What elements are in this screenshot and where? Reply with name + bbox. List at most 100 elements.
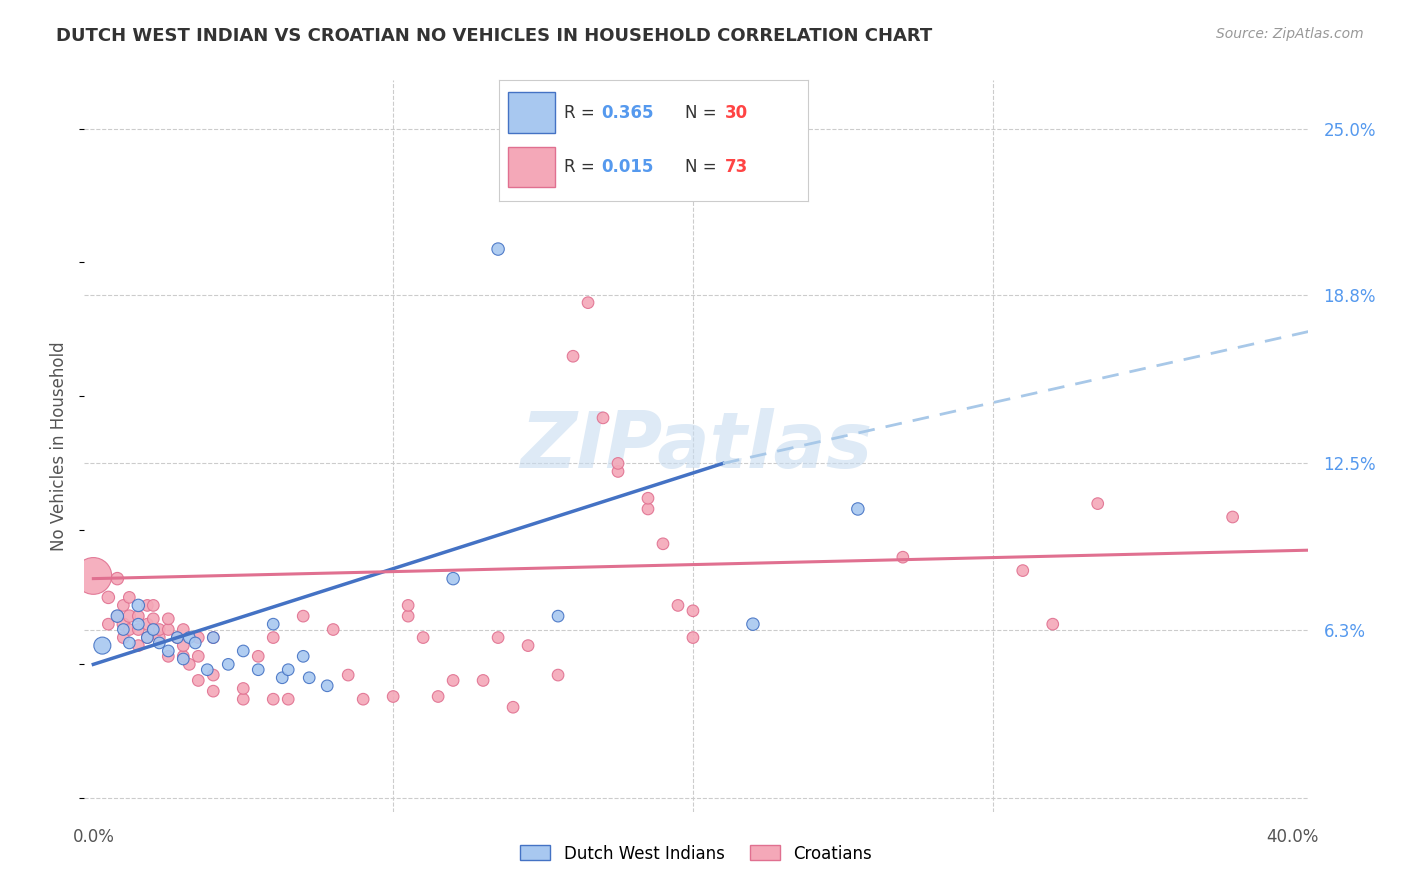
Point — [412, 631, 434, 645]
Point — [179, 631, 201, 645]
Point — [486, 242, 509, 256]
Point — [118, 636, 141, 650]
Text: 73: 73 — [725, 158, 748, 176]
Point — [127, 623, 149, 637]
Point — [502, 700, 524, 714]
Point — [184, 636, 207, 650]
Point — [195, 663, 218, 677]
Point — [202, 684, 225, 698]
Point — [118, 591, 141, 605]
Point — [172, 649, 194, 664]
Point — [142, 599, 165, 613]
Point — [517, 639, 540, 653]
Point — [1042, 617, 1064, 632]
Point — [547, 609, 569, 624]
Point — [112, 599, 135, 613]
Point — [148, 623, 170, 637]
Point — [112, 631, 135, 645]
Point — [247, 649, 270, 664]
Point — [292, 649, 315, 664]
Text: 0.015: 0.015 — [602, 158, 654, 176]
Legend: Dutch West Indians, Croatians: Dutch West Indians, Croatians — [513, 838, 879, 869]
Point — [637, 491, 659, 506]
Point — [187, 631, 209, 645]
Point — [277, 663, 299, 677]
Text: N =: N = — [685, 103, 721, 122]
FancyBboxPatch shape — [509, 93, 555, 133]
Point — [127, 639, 149, 653]
Point — [427, 690, 450, 704]
Point — [105, 609, 128, 624]
Y-axis label: No Vehicles in Household: No Vehicles in Household — [51, 341, 69, 551]
Point — [1011, 564, 1033, 578]
Point — [232, 692, 254, 706]
Point — [105, 572, 128, 586]
Point — [142, 623, 165, 637]
Point — [112, 623, 135, 637]
Point — [547, 668, 569, 682]
Point — [142, 612, 165, 626]
Point — [441, 572, 464, 586]
Point — [148, 636, 170, 650]
Point — [157, 623, 180, 637]
Point — [247, 663, 270, 677]
Point — [82, 569, 104, 583]
Point — [136, 599, 159, 613]
Text: ZIPatlas: ZIPatlas — [520, 408, 872, 484]
Point — [396, 599, 419, 613]
Point — [202, 631, 225, 645]
Point — [298, 671, 321, 685]
Point — [157, 644, 180, 658]
Point — [179, 657, 201, 672]
Point — [262, 631, 284, 645]
Point — [148, 631, 170, 645]
Point — [172, 652, 194, 666]
Text: N =: N = — [685, 158, 721, 176]
Point — [441, 673, 464, 688]
Point — [91, 639, 114, 653]
Point — [136, 631, 159, 645]
Point — [277, 692, 299, 706]
Point — [97, 617, 120, 632]
Point — [166, 631, 188, 645]
Point — [187, 649, 209, 664]
Point — [118, 623, 141, 637]
Point — [127, 599, 149, 613]
Point — [607, 457, 630, 471]
Point — [322, 623, 344, 637]
Point — [157, 649, 180, 664]
Point — [112, 617, 135, 632]
Point — [142, 623, 165, 637]
Point — [382, 690, 405, 704]
Point — [1087, 497, 1109, 511]
Point — [472, 673, 495, 688]
Point — [262, 617, 284, 632]
Text: Source: ZipAtlas.com: Source: ZipAtlas.com — [1216, 27, 1364, 41]
Point — [316, 679, 339, 693]
Text: 0.365: 0.365 — [602, 103, 654, 122]
Point — [652, 537, 675, 551]
Point — [576, 295, 599, 310]
Point — [682, 604, 704, 618]
Point — [891, 550, 914, 565]
Point — [742, 617, 765, 632]
Text: 30: 30 — [725, 103, 748, 122]
Point — [187, 673, 209, 688]
FancyBboxPatch shape — [509, 146, 555, 187]
Point — [118, 609, 141, 624]
Text: R =: R = — [564, 103, 600, 122]
Point — [232, 681, 254, 696]
Point — [157, 612, 180, 626]
Point — [682, 631, 704, 645]
Point — [562, 349, 585, 363]
Point — [97, 591, 120, 605]
Point — [172, 639, 194, 653]
Point — [666, 599, 689, 613]
Point — [352, 692, 374, 706]
Point — [136, 617, 159, 632]
Point — [262, 692, 284, 706]
Point — [271, 671, 294, 685]
Text: DUTCH WEST INDIAN VS CROATIAN NO VEHICLES IN HOUSEHOLD CORRELATION CHART: DUTCH WEST INDIAN VS CROATIAN NO VEHICLE… — [56, 27, 932, 45]
Point — [486, 631, 509, 645]
Point — [217, 657, 239, 672]
